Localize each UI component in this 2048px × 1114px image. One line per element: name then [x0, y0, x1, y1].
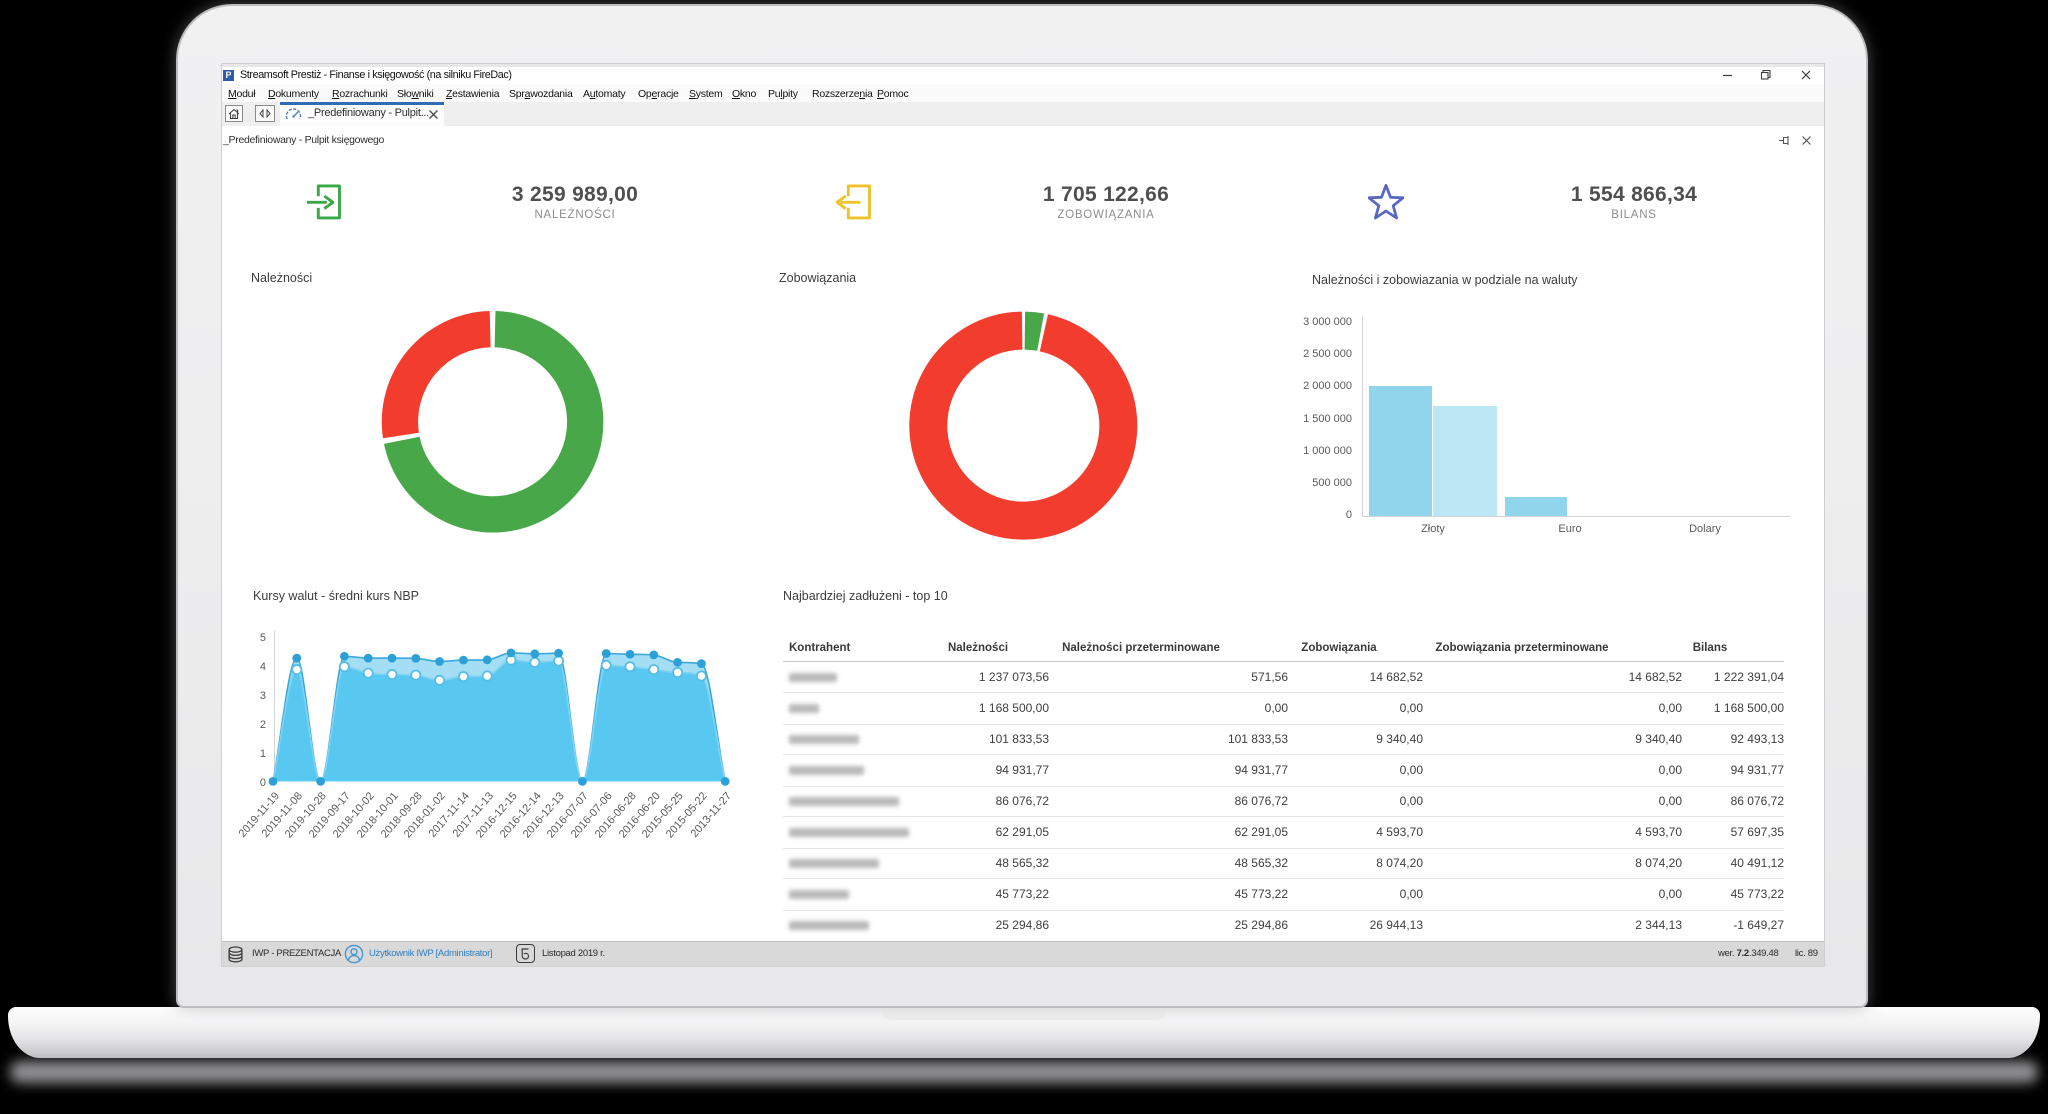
svg-text:Euro: Euro [1558, 523, 1581, 535]
svg-text:0: 0 [1346, 509, 1352, 521]
svg-text:Dolary: Dolary [1689, 523, 1721, 535]
svg-text:0: 0 [260, 777, 266, 789]
svg-text:2 000 000: 2 000 000 [1303, 380, 1352, 392]
svg-text:2 500 000: 2 500 000 [1303, 348, 1352, 360]
svg-text:5: 5 [260, 632, 266, 644]
svg-text:3: 3 [260, 690, 266, 702]
svg-text:1: 1 [260, 748, 266, 760]
svg-text:3 000 000: 3 000 000 [1303, 316, 1352, 328]
svg-text:4: 4 [260, 661, 266, 673]
svg-text:Złoty: Złoty [1421, 523, 1445, 535]
svg-text:1 500 000: 1 500 000 [1303, 413, 1352, 425]
svg-text:1 000 000: 1 000 000 [1303, 445, 1352, 457]
svg-text:500 000: 500 000 [1312, 477, 1352, 489]
svg-text:2: 2 [260, 719, 266, 731]
